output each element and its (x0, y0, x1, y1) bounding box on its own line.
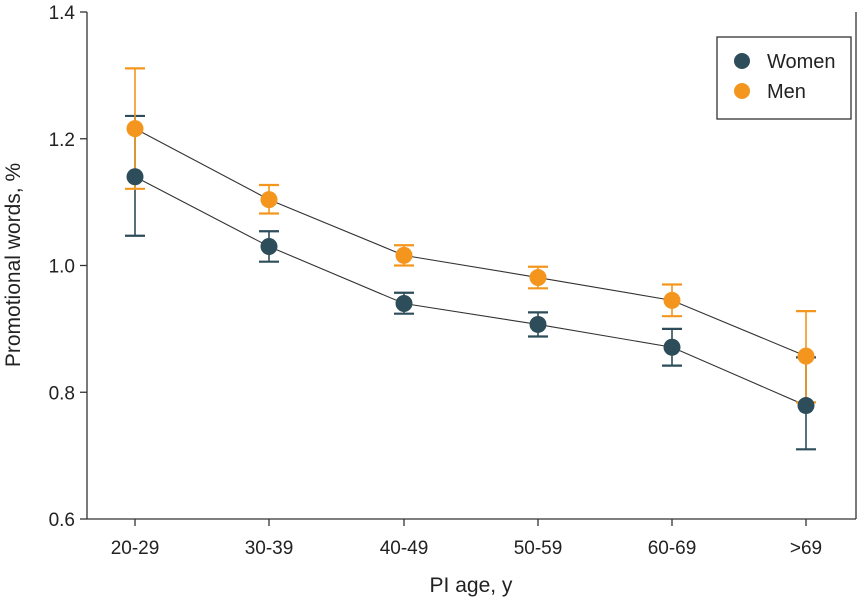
data-point-men (529, 269, 547, 287)
x-tick-label: 40-49 (380, 538, 429, 559)
data-point-men (797, 347, 815, 365)
x-tick-label: >69 (790, 538, 822, 559)
data-point-men (663, 291, 681, 309)
data-point-women (126, 168, 144, 186)
legend-box (716, 36, 852, 120)
x-ticks: 20-29 30-39 40-49 50-59 60-69 >69 (111, 519, 822, 559)
legend-marker-men (734, 83, 750, 99)
data-point-women (395, 295, 413, 313)
x-axis-title: PI age, y (430, 574, 513, 597)
x-tick-label: 50-59 (514, 538, 563, 559)
y-axis-title: Promotional words, % (2, 163, 25, 367)
series-line-men (134, 128, 807, 357)
y-tick-label: 0.6 (49, 510, 75, 531)
data-point-women (797, 397, 815, 415)
x-tick-label: 30-39 (245, 538, 294, 559)
x-tick-label: 20-29 (111, 538, 160, 559)
x-tick-label: 60-69 (648, 538, 697, 559)
y-tick-label: 1.0 (49, 257, 75, 278)
data-point-men (260, 191, 278, 209)
y-tick-label: 1.2 (49, 130, 75, 151)
y-ticks: 0.6 0.8 1.0 1.2 1.4 (49, 3, 87, 531)
series-line-women (134, 176, 807, 407)
y-tick-label: 1.4 (49, 3, 76, 24)
legend-label-women: Women (767, 51, 836, 73)
legend: Women Men (716, 36, 852, 120)
data-point-women (663, 338, 681, 356)
legend-label-men: Men (767, 81, 806, 103)
data-point-men (126, 120, 144, 138)
data-point-women (260, 237, 278, 255)
legend-marker-women (734, 53, 750, 69)
series-layer (125, 67, 816, 451)
data-point-women (529, 315, 547, 333)
data-point-men (395, 246, 413, 264)
y-tick-label: 0.8 (49, 383, 75, 404)
